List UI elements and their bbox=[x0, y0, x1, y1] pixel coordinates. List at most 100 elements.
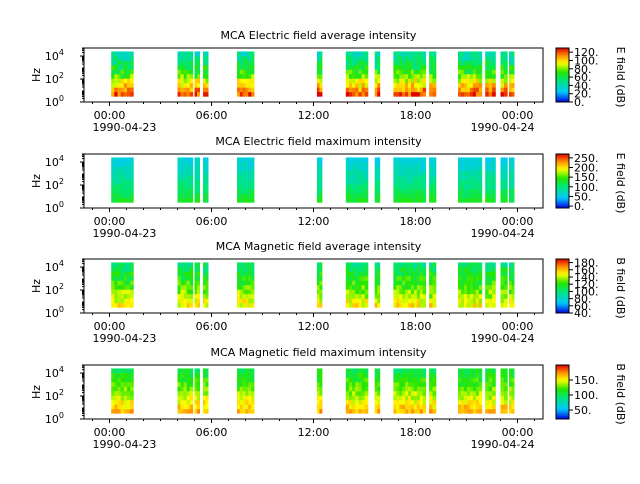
spectrogram-cell bbox=[509, 73, 512, 79]
spectrogram-cell bbox=[399, 82, 403, 88]
x-tick-label: 06:00 bbox=[196, 215, 228, 228]
spectrogram-cell bbox=[377, 170, 381, 176]
spectrogram-cell bbox=[399, 395, 403, 401]
spectrogram-cell bbox=[205, 166, 209, 172]
spectrogram-cell bbox=[396, 161, 400, 167]
spectrogram-cell bbox=[429, 73, 433, 79]
spectrogram-cell bbox=[374, 408, 378, 414]
spectrogram-cell bbox=[189, 82, 194, 88]
spectrogram-cell bbox=[432, 298, 437, 304]
spectrogram-cell bbox=[416, 157, 421, 163]
spectrogram-cell bbox=[396, 193, 400, 199]
spectrogram-cell bbox=[237, 404, 241, 410]
spectrogram-cell bbox=[399, 381, 403, 387]
spectrogram-cell bbox=[189, 284, 194, 290]
spectrogram-cell bbox=[205, 184, 209, 190]
spectrogram-cell bbox=[177, 188, 181, 194]
spectrogram-cell bbox=[419, 386, 424, 392]
spectrogram-cell bbox=[189, 193, 194, 199]
spectrogram-cell bbox=[422, 266, 427, 272]
spectrogram-cell bbox=[393, 170, 397, 176]
spectrogram-cell bbox=[413, 87, 418, 93]
spectrogram-cell bbox=[348, 188, 353, 194]
spectrogram-cell bbox=[488, 179, 493, 185]
spectrogram-cell bbox=[458, 280, 462, 286]
spectrogram-cell bbox=[475, 161, 480, 167]
spectrogram-cell bbox=[503, 51, 508, 57]
spectrogram-cell bbox=[361, 170, 366, 176]
spectrogram-cell bbox=[364, 368, 369, 374]
spectrogram-cell bbox=[509, 175, 512, 181]
spectrogram-cell bbox=[429, 55, 433, 61]
spectrogram-cell bbox=[355, 73, 359, 79]
spectrogram-cell bbox=[114, 51, 118, 57]
spectrogram-cell bbox=[416, 395, 421, 401]
spectrogram-cell bbox=[492, 188, 496, 194]
spectrogram-cell bbox=[180, 157, 185, 163]
spectrogram-cell bbox=[396, 157, 400, 163]
spectrogram-cell bbox=[511, 390, 515, 396]
spectrogram-cell bbox=[237, 390, 241, 396]
spectrogram-cell bbox=[402, 161, 406, 167]
spectrogram-cell bbox=[485, 69, 489, 75]
spectrogram-cell bbox=[251, 170, 255, 176]
spectrogram-cell bbox=[194, 289, 198, 295]
spectrogram-cell bbox=[458, 197, 462, 203]
spectrogram-segment bbox=[458, 51, 483, 97]
spectrogram-cell bbox=[419, 170, 424, 176]
spectrogram-cell bbox=[126, 298, 131, 304]
spectrogram-cell bbox=[509, 289, 512, 295]
spectrogram-cell bbox=[399, 302, 403, 308]
spectrogram-cell bbox=[361, 161, 366, 167]
spectrogram-cell bbox=[352, 87, 356, 93]
spectrogram-cell bbox=[374, 298, 378, 304]
spectrogram-cell bbox=[117, 87, 122, 93]
spectrogram-cell bbox=[492, 372, 496, 378]
spectrogram-cell bbox=[460, 82, 465, 88]
spectrogram-cell bbox=[377, 55, 381, 61]
spectrogram-cell bbox=[189, 302, 194, 308]
spectrogram-cell bbox=[358, 78, 362, 84]
spectrogram-cell bbox=[345, 368, 350, 374]
spectrogram-cell bbox=[396, 69, 400, 75]
spectrogram-cell bbox=[355, 51, 359, 57]
spectrogram-cell bbox=[411, 368, 415, 374]
spectrogram-cell bbox=[478, 395, 483, 401]
spectrogram-cell bbox=[248, 166, 252, 172]
spectrogram-cell bbox=[197, 395, 200, 401]
spectrogram-cell bbox=[469, 404, 474, 410]
spectrogram-cell bbox=[239, 161, 244, 167]
spectrogram-cell bbox=[402, 64, 406, 70]
spectrogram-cell bbox=[126, 175, 131, 181]
spectrogram-cell bbox=[345, 271, 350, 277]
spectrogram-segment bbox=[509, 51, 515, 97]
spectrogram-cell bbox=[189, 399, 194, 405]
spectrogram-cell bbox=[416, 390, 421, 396]
spectrogram-cell bbox=[352, 368, 356, 374]
spectrogram-cell bbox=[399, 161, 403, 167]
spectrogram-cell bbox=[239, 157, 244, 163]
spectrogram-cell bbox=[355, 399, 359, 405]
spectrogram-cell bbox=[488, 188, 493, 194]
spectrogram-cell bbox=[352, 197, 356, 203]
spectrogram-cell bbox=[488, 78, 493, 84]
spectrogram-cell bbox=[411, 271, 415, 277]
spectrogram-cell bbox=[413, 78, 418, 84]
spectrogram-cell bbox=[458, 87, 462, 93]
spectrogram-cell bbox=[361, 188, 366, 194]
spectrogram-cell bbox=[374, 78, 378, 84]
spectrogram-cell bbox=[463, 193, 468, 199]
spectrogram-cell bbox=[503, 271, 508, 277]
spectrogram-cell bbox=[361, 60, 366, 66]
spectrogram-cell bbox=[189, 275, 194, 281]
spectrogram-cell bbox=[511, 298, 515, 304]
spectrogram-cell bbox=[194, 166, 198, 172]
spectrogram-cell bbox=[475, 60, 480, 66]
spectrogram-cell bbox=[408, 280, 412, 286]
spectrogram-cell bbox=[251, 377, 255, 383]
spectrogram-cell bbox=[405, 408, 409, 414]
spectrogram-cell bbox=[242, 87, 246, 93]
spectrogram-cell bbox=[114, 386, 118, 392]
spectrogram-cell bbox=[374, 60, 378, 66]
spectrogram-cell bbox=[429, 395, 433, 401]
